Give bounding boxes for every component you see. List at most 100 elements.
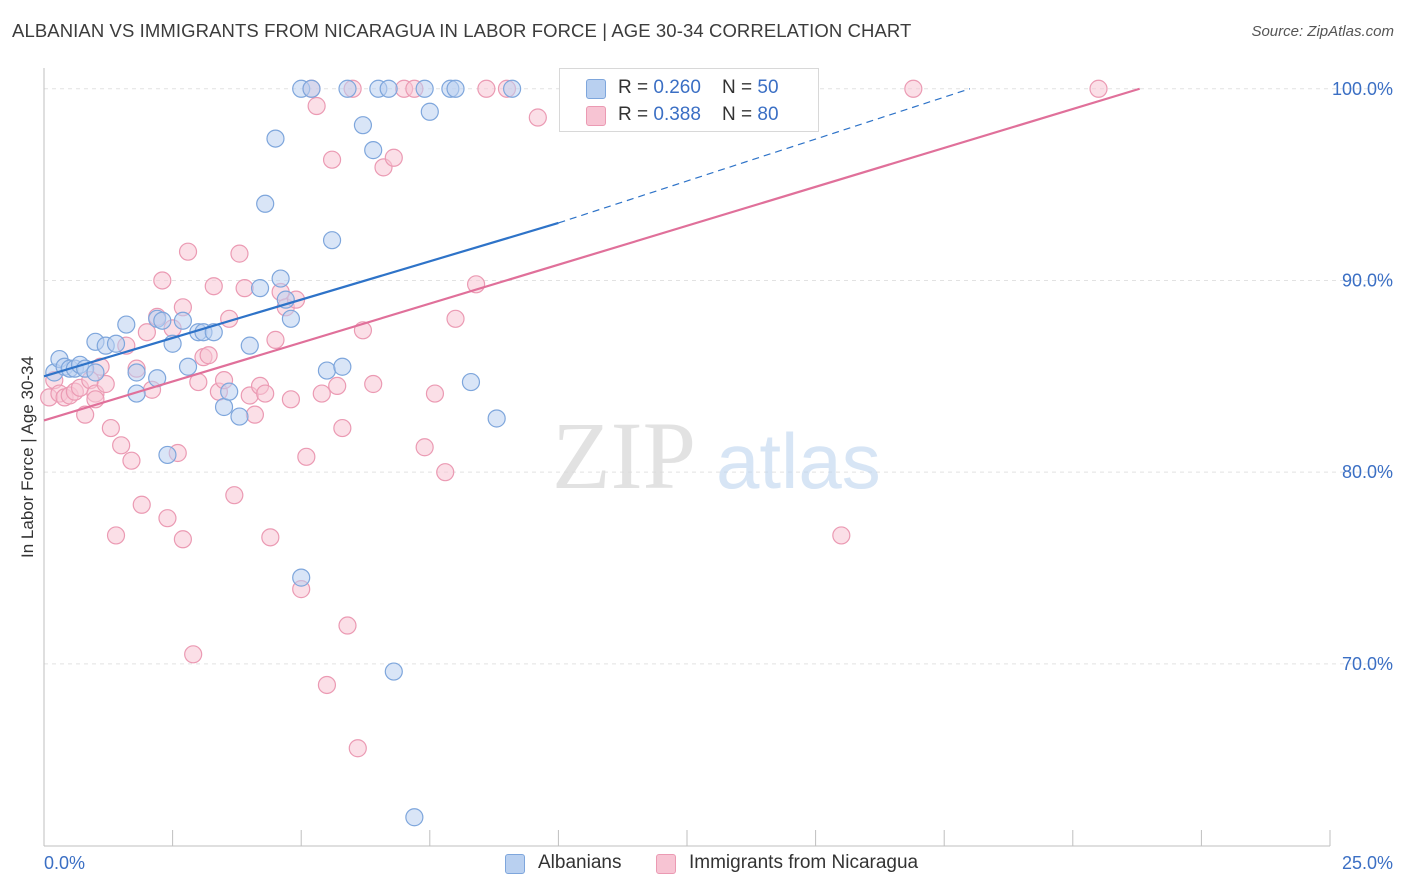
- nicaragua-point: [832, 526, 851, 545]
- nicaragua-point: [297, 447, 316, 466]
- albanian-point: [420, 102, 439, 121]
- albanian-point: [127, 363, 146, 382]
- legend-n-value: 50: [757, 77, 779, 98]
- nicaragua-point: [76, 405, 95, 424]
- nicaragua-point: [106, 526, 126, 545]
- albanian-point: [240, 336, 259, 355]
- legend-swatch-blue: [586, 79, 606, 99]
- y-tick-label: 70.0%: [1342, 654, 1393, 674]
- albanian-point: [322, 231, 342, 250]
- legend-n-value: 80: [757, 104, 779, 125]
- legend-n-label: N =: [722, 77, 758, 98]
- x-tick-label-min: 0.0%: [44, 853, 85, 873]
- legend-text-albanians: R = 0.260 N = 50: [618, 77, 779, 99]
- nicaragua-point: [256, 384, 275, 403]
- albanian-point: [117, 315, 136, 334]
- nicaragua-point: [328, 376, 347, 396]
- albanian-point: [446, 79, 465, 98]
- albanian-point: [333, 357, 352, 376]
- nicaragua-point: [153, 271, 172, 290]
- nicaragua-point: [477, 79, 496, 98]
- albanian-point: [281, 309, 301, 328]
- albanians-trend-line: [43, 221, 559, 378]
- albanian-point: [503, 79, 522, 98]
- nicaragua-point: [158, 509, 177, 528]
- nicaragua-point: [425, 384, 445, 403]
- nicaragua-point: [199, 346, 218, 365]
- nicaragua-point: [528, 108, 547, 127]
- nicaragua-point: [333, 418, 352, 438]
- albanians-trend-extension: [558, 88, 971, 224]
- nicaragua-trend-line: [43, 87, 1140, 422]
- nicaragua-point: [338, 616, 357, 635]
- nicaragua-point: [96, 374, 115, 394]
- albanian-point: [214, 397, 234, 417]
- nicaragua-point: [384, 148, 403, 167]
- nicaragua-point: [307, 96, 326, 116]
- albanian-point: [364, 141, 383, 160]
- albanian-point: [487, 409, 506, 428]
- nicaragua-point: [225, 486, 244, 505]
- nicaragua-point: [245, 405, 265, 424]
- albanian-point: [338, 79, 357, 98]
- albanian-point: [86, 363, 105, 382]
- nicaragua-point: [230, 244, 249, 263]
- x-tick-label-max: 25.0%: [1342, 853, 1393, 873]
- nicaragua-point: [184, 645, 203, 664]
- nicaragua-point: [101, 418, 120, 438]
- nicaragua-point: [235, 279, 254, 298]
- nicaragua-point: [317, 675, 337, 695]
- y-tick-labels: 70.0% 80.0% 90.0% 100.0%: [1332, 79, 1393, 674]
- zipatlas-watermark: ZIP atlas: [552, 402, 881, 509]
- albanian-point: [230, 407, 249, 426]
- nicaragua-point: [348, 739, 367, 758]
- grid-lines: [44, 88, 1392, 665]
- albanian-point: [153, 311, 172, 330]
- legend-r-value: 0.388: [653, 104, 701, 125]
- nicaragua-point: [178, 242, 198, 261]
- nicaragua-point: [137, 323, 156, 342]
- albanian-point: [302, 79, 321, 98]
- source-label: Source: ZipAtlas.com: [1251, 23, 1394, 40]
- nicaragua-point: [364, 374, 383, 394]
- albanian-point: [353, 116, 373, 135]
- bottom-legend-label-nicaragua: Immigrants from Nicaragua: [689, 852, 919, 873]
- albanian-point: [461, 372, 481, 392]
- watermark-atlas: atlas: [716, 417, 881, 505]
- y-tick-label: 80.0%: [1342, 462, 1393, 482]
- nicaragua-point: [312, 384, 331, 403]
- albanian-point: [415, 79, 434, 98]
- legend-n-label: N =: [722, 104, 758, 125]
- bottom-legend-swatch-pink: [656, 854, 676, 874]
- legend-r-label: R =: [618, 77, 654, 98]
- albanian-point: [173, 311, 192, 330]
- nicaragua-point: [415, 438, 434, 457]
- nicaragua-point: [436, 463, 455, 482]
- x-tick-labels: 0.0% 25.0%: [44, 853, 1393, 873]
- legend-swatch-pink: [586, 106, 606, 126]
- x-ticks: [43, 830, 1331, 846]
- legend-r-label: R =: [618, 104, 654, 125]
- albanian-point: [158, 445, 177, 465]
- nicaragua-point: [322, 150, 342, 169]
- legend-r-value: 0.260: [653, 77, 701, 98]
- albanian-point: [178, 357, 198, 376]
- nicaragua-point: [173, 530, 192, 549]
- y-tick-label: 100.0%: [1332, 79, 1393, 99]
- nicaragua-point: [281, 390, 301, 409]
- albanian-point: [317, 361, 337, 380]
- albanian-point: [384, 662, 403, 681]
- y-tick-label: 90.0%: [1342, 270, 1393, 290]
- bottom-legend-label-albanians: Albanians: [538, 852, 622, 873]
- albanian-point: [266, 129, 285, 148]
- albanian-point: [220, 382, 239, 401]
- nicaragua-point: [446, 309, 465, 328]
- albanian-point: [292, 568, 311, 587]
- y-axis-label: In Labor Force | Age 30-34: [18, 356, 37, 558]
- nicaragua-point: [132, 495, 151, 514]
- nicaragua-point: [112, 436, 131, 455]
- albanian-point: [405, 808, 424, 827]
- albanian-point: [271, 269, 290, 288]
- nicaragua-point: [266, 330, 285, 349]
